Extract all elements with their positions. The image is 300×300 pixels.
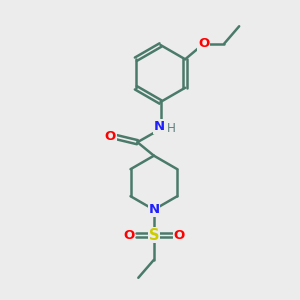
Text: O: O [123,229,134,242]
Text: N: N [148,203,160,216]
Text: S: S [149,228,159,243]
Text: O: O [173,229,185,242]
Text: O: O [198,37,209,50]
Text: O: O [105,130,116,143]
Text: H: H [167,122,176,135]
Text: N: N [153,120,165,133]
